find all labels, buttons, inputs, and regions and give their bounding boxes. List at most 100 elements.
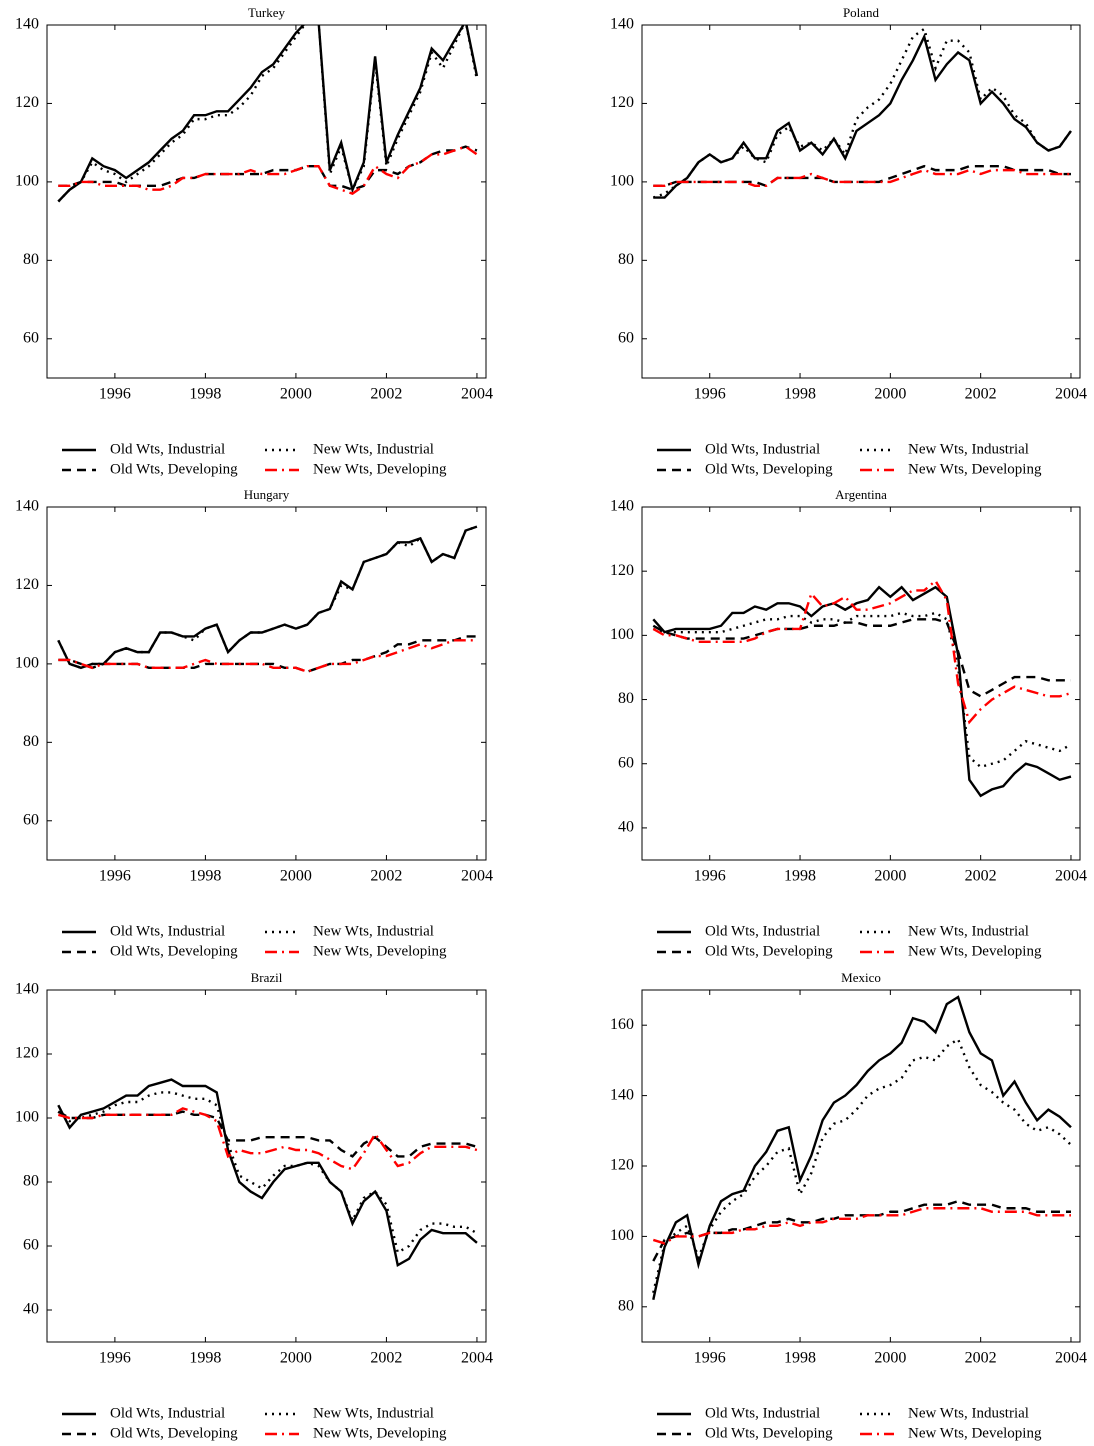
y-tick-label: 120: [15, 1045, 39, 1062]
y-tick-label: 140: [610, 498, 634, 515]
series-line: [653, 164, 1071, 188]
x-tick-label: 2002: [965, 386, 997, 403]
y-tick-label: 140: [15, 16, 39, 33]
x-tick-label: 2004: [461, 1350, 493, 1367]
plot-frame: [641, 989, 1081, 1343]
legend-label: New Wts, Industrial: [313, 1405, 434, 1421]
legend-label: Old Wts, Developing: [705, 461, 833, 477]
y-tick-label: 60: [618, 329, 634, 346]
x-tick-label: 1996: [99, 868, 131, 885]
chart-title: Brazil: [251, 970, 283, 985]
chart-panel: Poland 60 80 100 120 140 1996 1998 2000 2002 2004 O…: [610, 5, 1087, 477]
y-tick-label: 60: [23, 329, 39, 346]
plot-lines: [652, 578, 1072, 798]
series-line: [57, 525, 478, 670]
x-tick-label: 2000: [874, 386, 906, 403]
y-tick-label: 100: [15, 655, 39, 672]
legend-label: Old Wts, Industrial: [705, 1405, 820, 1421]
series-line: [58, 145, 478, 195]
y-tick-label: 80: [618, 690, 634, 707]
x-tick-label: 1996: [694, 386, 726, 403]
series-line: [57, 25, 479, 203]
x-tick-label: 1996: [99, 1350, 131, 1367]
y-tick-label: 100: [15, 1109, 39, 1126]
legend-label: Old Wts, Developing: [705, 943, 833, 959]
x-tick-label: 2000: [874, 868, 906, 885]
x-tick-label: 1998: [784, 1350, 816, 1367]
y-tick-label: 40: [23, 1301, 39, 1318]
legend-label: New Wts, Developing: [908, 1425, 1042, 1441]
plot-frame: [641, 24, 1081, 379]
y-tick-label: 100: [15, 173, 39, 190]
legend-label: Old Wts, Industrial: [705, 441, 820, 457]
series-line: [652, 1037, 1072, 1293]
x-tick-label: 2000: [280, 1350, 312, 1367]
x-tick-label: 2002: [965, 1350, 997, 1367]
x-tick-label: 1996: [694, 1350, 726, 1367]
x-tick-label: 2000: [280, 386, 312, 403]
y-tick-label: 120: [610, 1157, 634, 1174]
x-tick-label: 2002: [370, 1350, 402, 1367]
series-line: [57, 1078, 478, 1268]
y-tick-label: 160: [610, 1016, 634, 1033]
chart-panel: Hungary 60 80 100 120 140 1996 1998 2000 2002 2004…: [15, 487, 493, 959]
plot-frame: [641, 506, 1081, 861]
series-line: [653, 168, 1071, 188]
y-tick-label: 120: [610, 562, 634, 579]
y-tick-label: 140: [15, 498, 39, 515]
y-tick-label: 80: [618, 251, 634, 268]
series-line: [57, 1091, 478, 1255]
x-tick-label: 2004: [461, 868, 493, 885]
plot-frame: [46, 989, 487, 1343]
series-line: [57, 1107, 478, 1171]
x-tick-label: 2002: [965, 868, 997, 885]
x-tick-label: 1998: [784, 386, 816, 403]
legend-label: New Wts, Industrial: [908, 441, 1029, 457]
y-tick-label: 80: [23, 733, 39, 750]
y-tick-label: 120: [15, 94, 39, 111]
y-tick-label: 140: [610, 16, 634, 33]
y-tick-label: 40: [618, 819, 634, 836]
legend-label: Old Wts, Industrial: [110, 441, 225, 457]
x-tick-label: 1998: [189, 386, 221, 403]
plot-frame: [46, 24, 487, 379]
legend-label: New Wts, Industrial: [313, 923, 434, 939]
x-tick-label: 2004: [1055, 1350, 1087, 1367]
series-line: [652, 585, 1072, 798]
y-tick-label: 140: [610, 1086, 634, 1103]
y-tick-label: 120: [15, 576, 39, 593]
series-line: [58, 145, 478, 192]
x-tick-label: 2004: [1055, 868, 1087, 885]
legend-label: New Wts, Industrial: [313, 441, 434, 457]
legend-label: Old Wts, Industrial: [110, 1405, 225, 1421]
chart-title: Poland: [843, 5, 880, 20]
y-tick-label: 60: [618, 754, 634, 771]
y-tick-label: 60: [23, 811, 39, 828]
plot-lines: [57, 525, 478, 673]
legend-label: New Wts, Developing: [313, 461, 447, 477]
x-tick-label: 2002: [370, 868, 402, 885]
series-line: [652, 26, 1072, 199]
series-line: [57, 1110, 478, 1158]
series-line: [58, 639, 477, 673]
x-tick-label: 2000: [874, 1350, 906, 1367]
y-tick-label: 100: [610, 626, 634, 643]
x-tick-label: 2000: [280, 868, 312, 885]
series-line: [652, 578, 1072, 725]
plot-lines: [652, 995, 1072, 1301]
y-tick-label: 80: [23, 251, 39, 268]
chart-panel: Brazil 40 60 80 100 120 140 1996 1998 2000 2002 200…: [15, 970, 493, 1441]
chart-title: Mexico: [841, 970, 881, 985]
series-line: [652, 1199, 1071, 1262]
chart-panel: Argentina 40 60 80 100 120 140 1996 1998 2000 2002…: [610, 487, 1087, 959]
x-tick-label: 1998: [189, 868, 221, 885]
legend-label: Old Wts, Developing: [705, 1425, 833, 1441]
x-tick-label: 2004: [1055, 386, 1087, 403]
y-tick-label: 100: [610, 173, 634, 190]
series-line: [652, 618, 1071, 698]
chart-title: Turkey: [248, 5, 286, 20]
y-tick-label: 120: [610, 94, 634, 111]
legend-label: New Wts, Developing: [908, 943, 1042, 959]
y-tick-label: 60: [23, 1237, 39, 1254]
series-line: [652, 995, 1072, 1301]
